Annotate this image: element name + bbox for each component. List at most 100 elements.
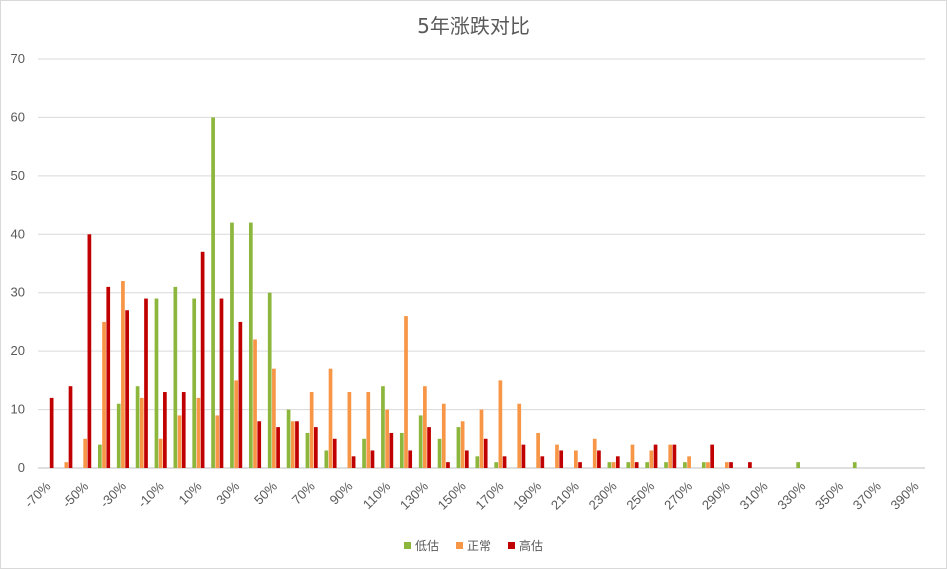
chart-title: 5年涨跌对比	[417, 14, 530, 38]
bar	[446, 462, 450, 468]
y-tick-label: 60	[11, 109, 25, 124]
bar	[276, 427, 280, 468]
bar	[578, 462, 582, 468]
bar	[729, 462, 733, 468]
bar	[672, 444, 677, 468]
y-tick-label: 70	[11, 51, 25, 66]
bar	[502, 456, 507, 468]
bar	[102, 321, 106, 468]
bar	[597, 450, 601, 468]
bar	[295, 421, 299, 468]
x-tick-label: 330%	[774, 478, 808, 512]
bar	[98, 444, 102, 468]
bar	[173, 286, 178, 468]
x-tick-label: -50%	[59, 478, 91, 510]
bar	[177, 415, 182, 468]
bar	[385, 409, 389, 468]
bar	[211, 117, 215, 469]
bar	[592, 438, 597, 468]
bar	[347, 392, 352, 468]
x-tick-label: 390%	[888, 478, 922, 512]
bar	[536, 432, 540, 468]
bar	[332, 438, 337, 468]
bar	[479, 409, 484, 468]
x-tick-label: 250%	[623, 478, 657, 512]
bar	[626, 462, 631, 468]
bar	[404, 316, 408, 468]
bar	[366, 392, 371, 468]
x-tick-label: 50%	[251, 478, 280, 507]
bar	[668, 444, 673, 468]
bar	[324, 450, 329, 468]
y-tick-label: 30	[11, 285, 25, 300]
bar	[234, 380, 239, 468]
bar	[494, 462, 499, 468]
x-tick-label: 190%	[510, 478, 544, 512]
bar	[351, 456, 356, 468]
bar	[517, 403, 522, 468]
y-tick-label: 10	[11, 402, 25, 417]
x-tick-label: 270%	[661, 478, 695, 512]
legend-label: 正常	[467, 539, 491, 553]
bar	[139, 397, 144, 468]
bar	[362, 438, 366, 468]
legend-swatch	[456, 542, 463, 549]
bar	[286, 409, 291, 468]
bar	[290, 421, 295, 468]
x-tick-label: -10%	[135, 478, 167, 510]
x-tick-label: 10%	[176, 478, 205, 507]
y-tick-label: 50	[11, 168, 25, 183]
bar	[710, 444, 715, 468]
bar	[144, 298, 148, 468]
bar	[683, 462, 687, 468]
bar	[615, 456, 620, 468]
bar	[475, 456, 480, 468]
legend-swatch	[404, 542, 411, 549]
bar	[200, 251, 205, 468]
bar	[87, 234, 92, 468]
y-tick-label: 20	[11, 343, 25, 358]
bar	[540, 456, 545, 468]
x-tick-label: 210%	[548, 478, 582, 512]
bar	[423, 386, 427, 468]
bar	[253, 339, 257, 468]
legend-swatch	[508, 542, 515, 549]
bar	[574, 450, 578, 468]
x-tick-label: 350%	[812, 478, 846, 512]
bar	[852, 462, 857, 468]
bar	[121, 281, 125, 468]
bar	[418, 415, 423, 468]
bar	[555, 444, 559, 468]
bar	[64, 462, 69, 468]
bar	[215, 415, 220, 468]
bar	[437, 438, 442, 468]
bar	[238, 321, 243, 468]
bar	[135, 386, 140, 468]
bar	[796, 462, 800, 468]
bar	[399, 432, 404, 468]
bar	[381, 386, 385, 468]
bar	[498, 380, 503, 468]
bar	[441, 403, 446, 468]
bar	[460, 421, 465, 468]
x-tick-label: 90%	[327, 478, 356, 507]
bar	[607, 462, 612, 468]
x-tick-label: 290%	[699, 478, 733, 512]
bar	[305, 432, 310, 468]
bar	[645, 462, 649, 468]
bar	[664, 462, 668, 468]
bar	[158, 438, 163, 468]
bar	[724, 462, 729, 468]
x-tick-label: 110%	[360, 478, 394, 512]
bar	[219, 298, 224, 468]
bar	[192, 298, 197, 468]
bar	[68, 386, 73, 468]
bar	[748, 462, 752, 468]
y-tick-label: 40	[11, 226, 25, 241]
bar	[649, 450, 654, 468]
x-tick-label: 170%	[472, 478, 506, 512]
bar	[230, 222, 234, 468]
bar	[125, 310, 129, 468]
bar	[196, 397, 201, 468]
